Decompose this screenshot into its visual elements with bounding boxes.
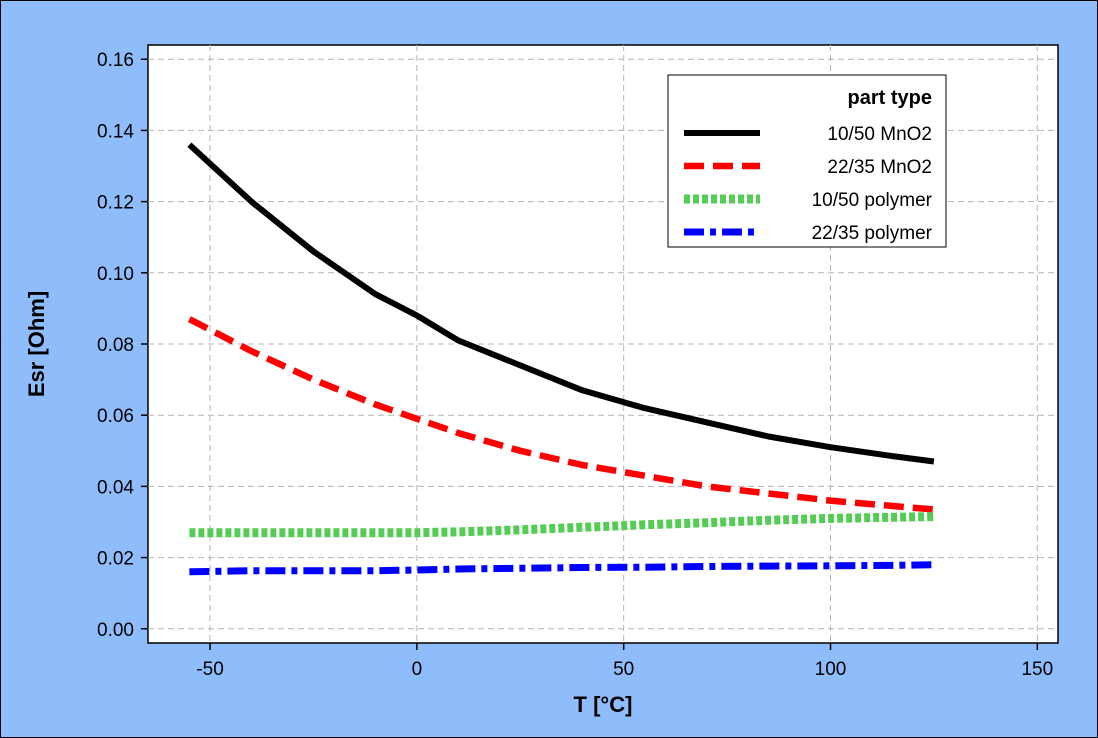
y-tick-label: 0.06 (97, 406, 134, 427)
axes: -50 0 50 100 150 0.00 0.02 0.04 0.06 0.08 0.10 0.12… (97, 50, 1053, 680)
y-tick-label: 0.00 (97, 620, 134, 641)
x-tick-label: 150 (1021, 659, 1053, 680)
y-tick-label: 0.02 (97, 549, 134, 570)
legend-title: part type (848, 87, 932, 109)
y-tick-label: 0.12 (97, 193, 134, 214)
y-tick-label: 0.14 (97, 121, 134, 142)
series-line-1 (187, 142, 935, 465)
legend-label-1: 10/50 MnO2 (827, 124, 932, 145)
x-tick-label: 50 (613, 659, 634, 680)
legend-label-3: 10/50 polymer (812, 190, 933, 211)
grid-lines (148, 45, 1058, 643)
legend-box (667, 74, 947, 248)
x-axis-title: T [°C] (574, 692, 633, 717)
series-layer (187, 142, 935, 576)
legend: part type 10/50 MnO2 22/35 MnO2 10/50 poly… (667, 74, 947, 248)
x-tick-label: -50 (196, 659, 223, 680)
series-line-3 (189, 512, 934, 538)
x-tick-label: 100 (815, 659, 847, 680)
x-tick-label: 0 (412, 659, 423, 680)
series-line-2 (187, 316, 935, 513)
legend-label-2: 22/35 MnO2 (827, 157, 932, 178)
y-tick-label: 0.16 (97, 50, 134, 71)
y-tick-label: 0.04 (97, 477, 134, 498)
y-axis-title: Esr [Ohm] (24, 291, 49, 397)
legend-label-4: 22/35 polymer (812, 223, 933, 244)
y-tick-label: 0.10 (97, 264, 134, 285)
series-line-4 (189, 561, 934, 576)
y-tick-label: 0.08 (97, 335, 134, 356)
